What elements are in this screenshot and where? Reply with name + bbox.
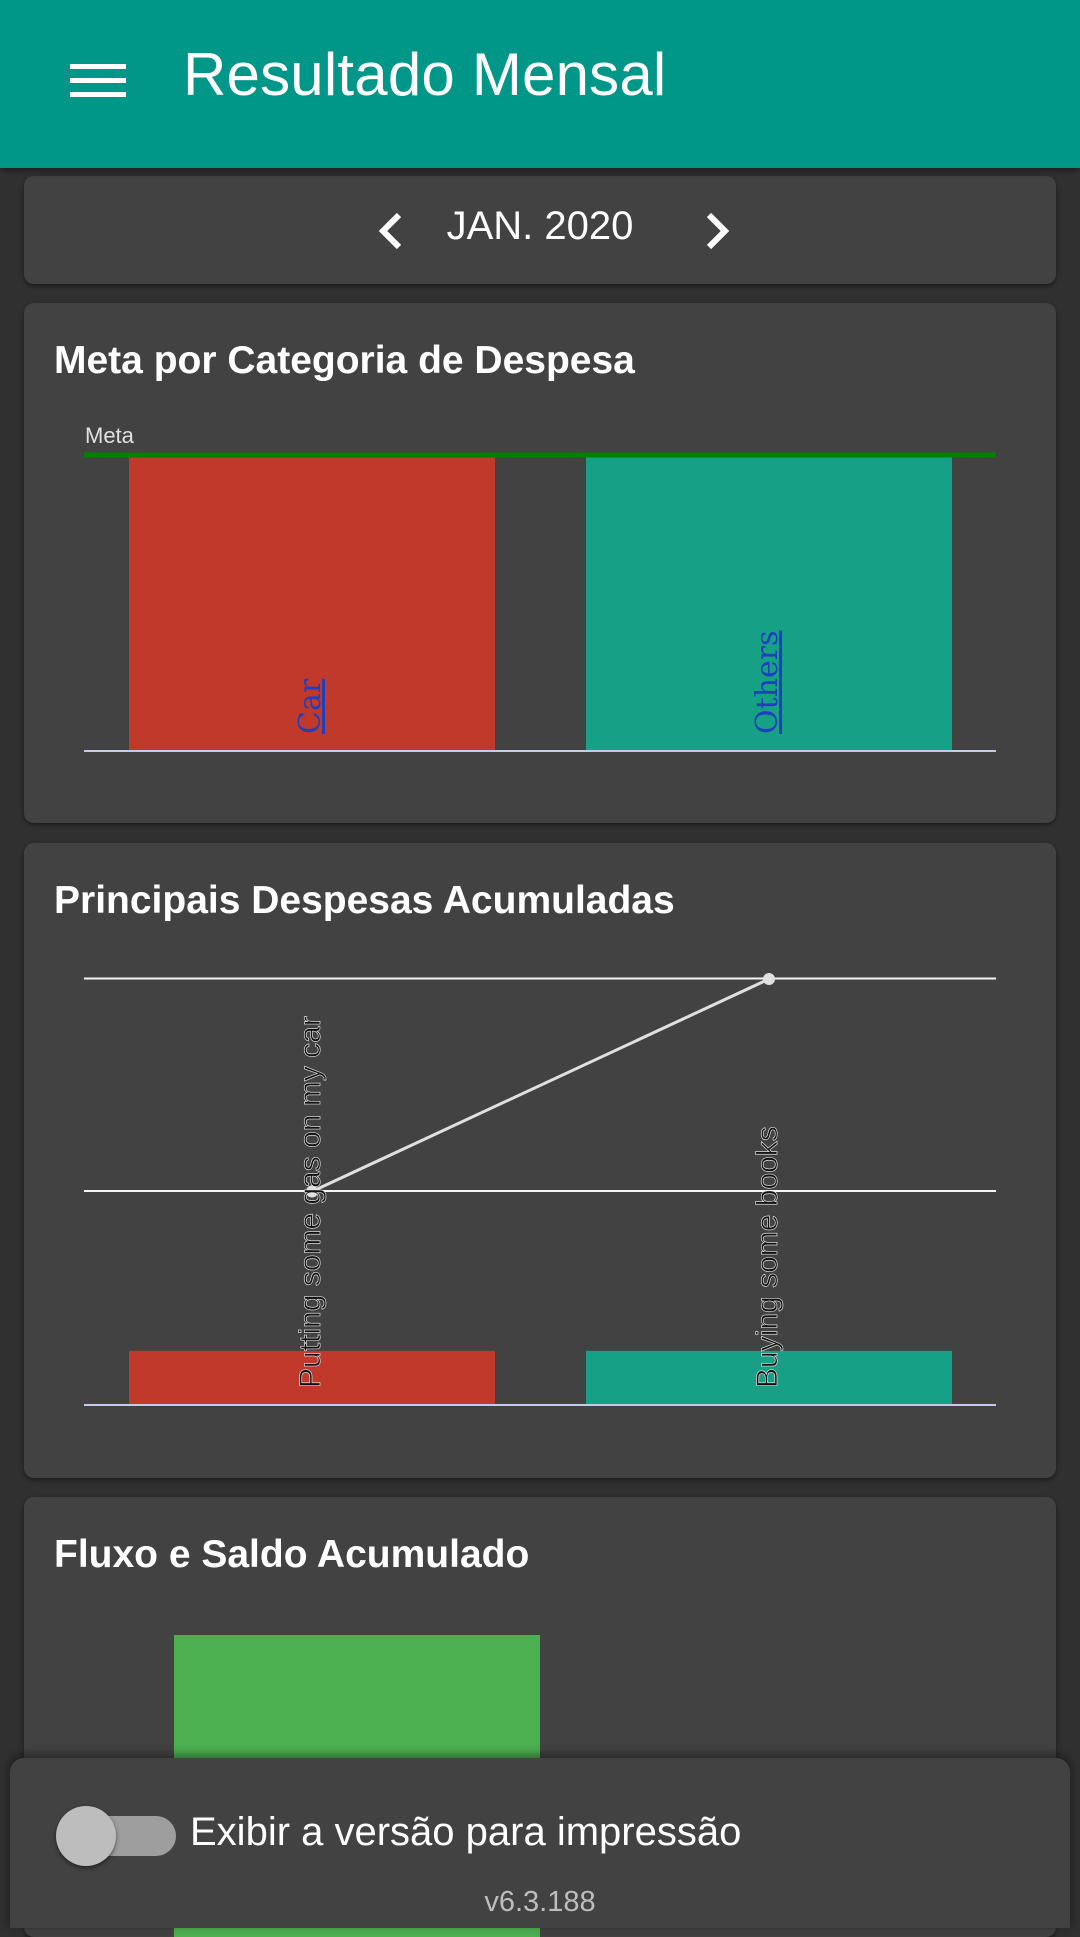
goal-line-label: Meta bbox=[85, 423, 135, 448]
card-title: Principais Despesas Acumuladas bbox=[54, 879, 675, 922]
chevron-left-icon bbox=[378, 212, 402, 250]
cumulative-point bbox=[763, 973, 775, 985]
bar-car bbox=[129, 455, 495, 750]
card-title: Fluxo e Saldo Acumulado bbox=[54, 1533, 530, 1576]
category-label: Others bbox=[750, 631, 785, 734]
month-navigator: JAN. 2020 bbox=[24, 176, 1056, 284]
main-expenses-card: Principais Despesas Acumuladas Putting s… bbox=[24, 843, 1056, 1478]
menu-button[interactable] bbox=[70, 60, 146, 112]
cumulative-point bbox=[306, 1185, 318, 1198]
month-label: JAN. 2020 bbox=[446, 204, 634, 248]
expense-bar bbox=[586, 1350, 952, 1404]
main-expenses-chart: Putting some gas on my car Buying some bo… bbox=[84, 973, 996, 1406]
print-version-label: Exibir a versão para impressão bbox=[190, 1810, 742, 1854]
app-version: v6.3.188 bbox=[484, 1886, 596, 1918]
expense-label: Buying some books bbox=[751, 1126, 784, 1388]
bar-others bbox=[586, 455, 952, 750]
expense-bar bbox=[129, 1350, 495, 1404]
hamburger-menu-icon bbox=[70, 64, 126, 97]
toggle-thumb bbox=[56, 1806, 116, 1866]
page-title: Resultado Mensal bbox=[183, 41, 667, 108]
app-bar: Resultado Mensal bbox=[0, 0, 1080, 168]
goal-by-category-card: Meta por Categoria de Despesa Car Others M… bbox=[24, 303, 1056, 823]
cumulative-line bbox=[311, 977, 770, 1193]
category-label: Car bbox=[293, 678, 328, 734]
print-options-sheet: Exibir a versão para impressão v6.3.188 bbox=[10, 1758, 1070, 1928]
goal-by-category-chart: Car Others Meta bbox=[84, 423, 996, 752]
expense-label: Putting some gas on my car bbox=[294, 1016, 327, 1388]
chevron-right-icon bbox=[706, 212, 730, 250]
next-month-button[interactable] bbox=[692, 206, 742, 256]
previous-month-button[interactable] bbox=[366, 206, 416, 256]
print-version-toggle[interactable] bbox=[56, 1804, 176, 1866]
card-title: Meta por Categoria de Despesa bbox=[54, 339, 635, 382]
